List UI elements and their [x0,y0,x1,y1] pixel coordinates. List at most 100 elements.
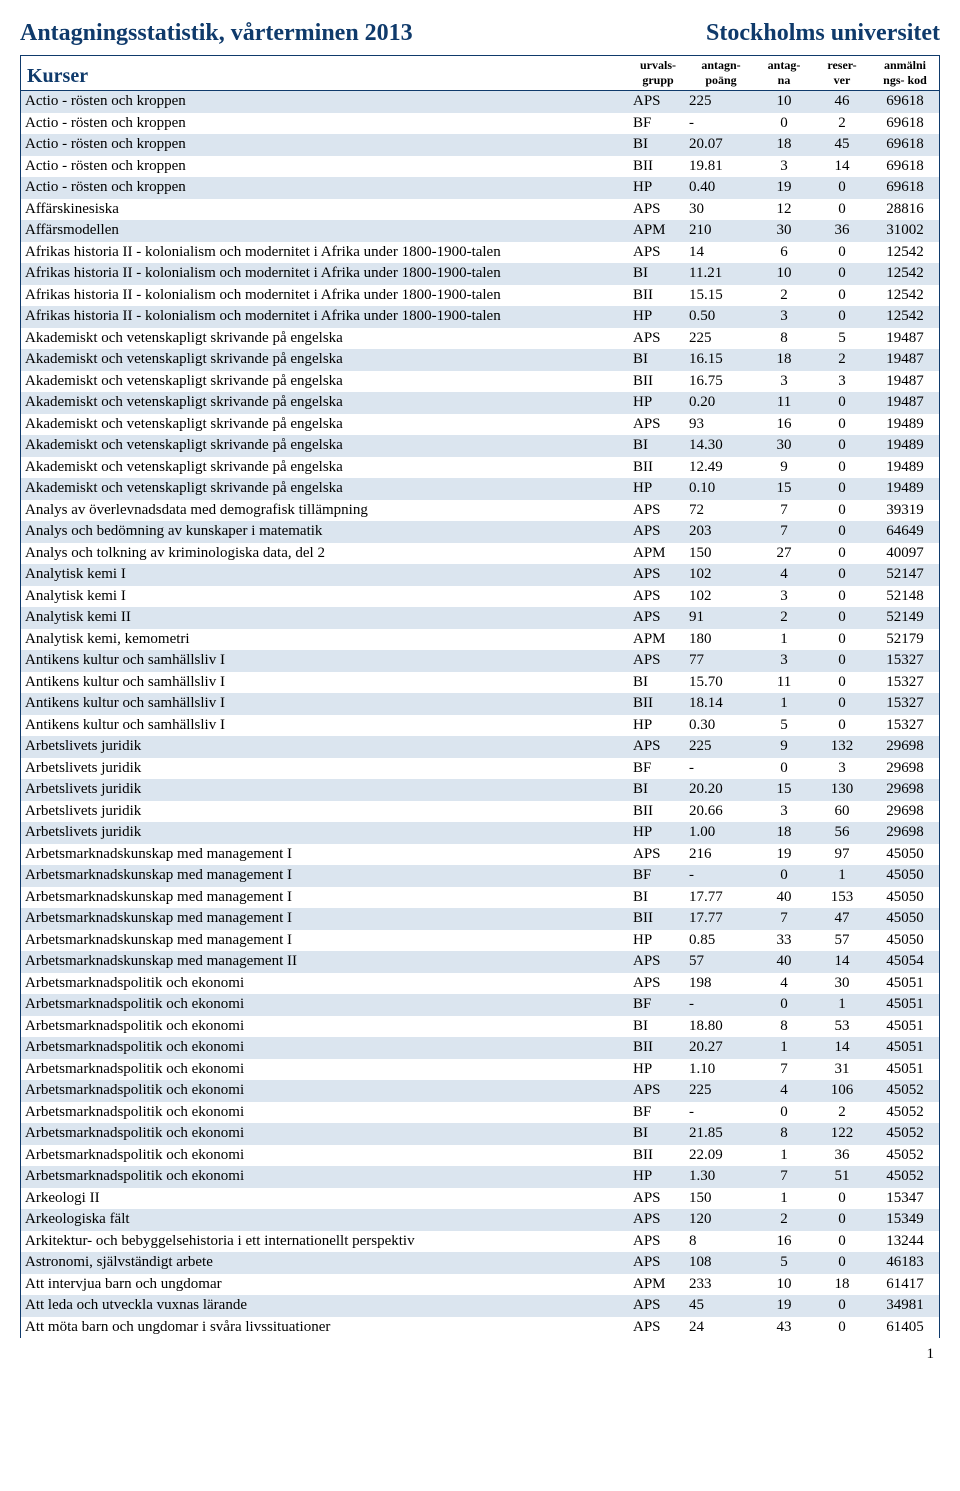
cell-kod: 52148 [871,586,939,608]
cell-grupp: APS [629,564,687,586]
cell-reser: 106 [813,1080,871,1102]
cell-kod: 19489 [871,435,939,457]
cell-grupp: HP [629,1166,687,1188]
cell-name: Att leda och utveckla vuxnas lärande [21,1295,629,1317]
cell-reser: 0 [813,715,871,737]
table-row: Akademiskt och vetenskapligt skrivande p… [21,328,939,350]
cell-grupp: APS [629,91,687,113]
cell-grupp: BII [629,285,687,307]
cell-grupp: BF [629,1102,687,1124]
page-title-left: Antagningsstatistik, vårterminen 2013 [20,20,413,47]
cell-kod: 45054 [871,951,939,973]
cell-antag: 18 [755,349,813,371]
cell-kod: 19487 [871,349,939,371]
cell-name: Arbetsmarknadskunskap med management I [21,930,629,952]
cell-grupp: APS [629,1295,687,1317]
cell-poang: 12.49 [687,457,755,479]
table-row: AffärskinesiskaAPS3012028816 [21,199,939,221]
cell-grupp: BII [629,908,687,930]
cell-reser: 0 [813,1295,871,1317]
cell-reser: 0 [813,607,871,629]
cell-grupp: HP [629,1059,687,1081]
cell-grupp: APS [629,951,687,973]
cell-grupp: APS [629,586,687,608]
cell-antag: 0 [755,994,813,1016]
cell-kod: 19487 [871,328,939,350]
cell-name: Arbetsmarknadspolitik och ekonomi [21,1016,629,1038]
cell-poang: - [687,865,755,887]
cell-grupp: BI [629,435,687,457]
cell-poang: 93 [687,414,755,436]
cell-name: Akademiskt och vetenskapligt skrivande p… [21,414,629,436]
cell-grupp: APS [629,328,687,350]
table-row: Arbetsmarknadskunskap med management IIA… [21,951,939,973]
cell-name: Afrikas historia II - kolonialism och mo… [21,306,629,328]
cell-poang: 0.30 [687,715,755,737]
table-row: Att intervjua barn och ungdomarAPM233101… [21,1274,939,1296]
table-row: Arbetsmarknadspolitik och ekonomiAPS1984… [21,973,939,995]
cell-name: Analys och bedömning av kunskaper i mate… [21,521,629,543]
cell-poang: - [687,1102,755,1124]
cell-grupp: BI [629,263,687,285]
cell-grupp: BI [629,1123,687,1145]
cell-kod: 29698 [871,779,939,801]
cell-reser: 0 [813,306,871,328]
cell-antag: 0 [755,758,813,780]
cell-kod: 12542 [871,242,939,264]
cell-reser: 0 [813,285,871,307]
cell-poang: 225 [687,91,755,113]
cell-reser: 3 [813,758,871,780]
cell-antag: 2 [755,607,813,629]
cell-grupp: BI [629,672,687,694]
cell-poang: 0.50 [687,306,755,328]
cell-reser: 130 [813,779,871,801]
cell-kod: 69618 [871,91,939,113]
table-row: Antikens kultur och samhällsliv IBI15.70… [21,672,939,694]
cell-name: Akademiskt och vetenskapligt skrivande p… [21,392,629,414]
cell-reser: 0 [813,672,871,694]
cell-kod: 12542 [871,306,939,328]
cell-antag: 3 [755,306,813,328]
cell-antag: 2 [755,1209,813,1231]
cell-grupp: APS [629,1080,687,1102]
cell-antag: 19 [755,844,813,866]
cell-antag: 7 [755,521,813,543]
cell-name: Arbetsmarknadspolitik och ekonomi [21,1102,629,1124]
cell-reser: 0 [813,586,871,608]
cell-name: Arbetsmarknadspolitik och ekonomi [21,1080,629,1102]
cell-poang: 0.20 [687,392,755,414]
cell-name: Arbetsmarknadspolitik och ekonomi [21,994,629,1016]
cell-reser: 0 [813,457,871,479]
cell-kod: 45050 [871,930,939,952]
col-antag: antag- na [755,56,813,91]
cell-poang: 15.15 [687,285,755,307]
cell-name: Akademiskt och vetenskapligt skrivande p… [21,435,629,457]
cell-antag: 18 [755,134,813,156]
cell-name: Arbetsmarknadskunskap med management I [21,887,629,909]
cell-name: Akademiskt och vetenskapligt skrivande p… [21,457,629,479]
table-row: Analys av överlevnadsdata med demografis… [21,500,939,522]
cell-name: Arbetsmarknadskunskap med management I [21,844,629,866]
cell-name: Actio - rösten och kroppen [21,156,629,178]
cell-grupp: HP [629,930,687,952]
cell-grupp: BF [629,994,687,1016]
page-number: 1 [20,1346,940,1363]
cell-kod: 52147 [871,564,939,586]
cell-grupp: BF [629,113,687,135]
cell-reser: 0 [813,521,871,543]
cell-grupp: APM [629,1274,687,1296]
cell-grupp: APS [629,844,687,866]
cell-antag: 30 [755,435,813,457]
table-row: Afrikas historia II - kolonialism och mo… [21,263,939,285]
cell-reser: 45 [813,134,871,156]
cell-reser: 60 [813,801,871,823]
cell-grupp: APS [629,521,687,543]
cell-antag: 4 [755,564,813,586]
cell-name: Affärsmodellen [21,220,629,242]
cell-reser: 132 [813,736,871,758]
cell-poang: 150 [687,1188,755,1210]
page-title-right: Stockholms universitet [706,20,940,47]
cell-reser: 0 [813,1252,871,1274]
table-row: Arbetslivets juridikBII20.6636029698 [21,801,939,823]
cell-antag: 19 [755,177,813,199]
